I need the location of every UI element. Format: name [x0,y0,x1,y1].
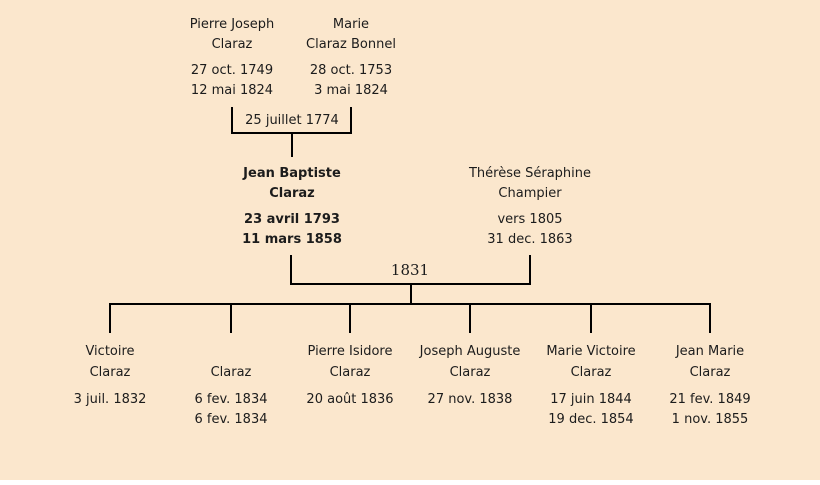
person-death-date [285,410,415,430]
marriage2-horizontal-line [290,283,531,285]
person-name-line1: Marie Victoire [546,344,636,359]
person-birth-date: 3 juil. 1832 [73,392,147,407]
person-name: Thérèse Séraphine Champier [440,164,620,204]
person-death-date: 31 dec. 1863 [487,232,573,247]
person-name: Marie Victoire Claraz [526,342,656,384]
person-child-4: Joseph Auguste Claraz 27 nov. 1838 [405,342,535,430]
person-name: Jean Marie Claraz [645,342,775,384]
marriage1-right-connector-line [350,107,352,134]
person-name-line1: Pierre Isidore [307,344,393,359]
person-dates: 17 juin 1844 19 dec. 1854 [526,390,656,430]
person-name-line2: Claraz [689,365,731,380]
person-dates: 23 avril 1793 11 mars 1858 [212,210,372,250]
child1-connector-line [109,303,111,333]
person-gen2-mother: Thérèse Séraphine Champier vers 1805 31 … [440,164,620,250]
person-death-date: 6 fev. 1834 [194,412,268,427]
person-dates: 28 oct. 1753 3 mai 1824 [271,61,431,101]
person-dates: 27 nov. 1838 [405,390,535,430]
marriage2-left-connector-line [290,255,292,285]
marriage1-left-connector-line [231,107,233,134]
person-death-date [405,410,535,430]
person-name: Pierre Joseph Claraz [152,15,312,55]
child2-connector-line [230,303,232,333]
person-birth-date: 27 oct. 1749 [190,63,274,78]
person-name-line2: Claraz [329,365,371,380]
person-name-line1: Jean Marie [675,344,745,359]
person-name-line2: Claraz Bonnel [306,37,396,52]
person-death-date: 3 mai 1824 [314,83,388,98]
person-name-line1: Joseph Auguste [419,344,521,359]
person-dates: 27 oct. 1749 12 mai 1824 [152,61,312,101]
person-name-line2: Claraz [211,37,253,52]
person-name-line2: Claraz [89,365,131,380]
person-child-6: Jean Marie Claraz 21 fev. 1849 1 nov. 18… [645,342,775,430]
person-name: Pierre Isidore Claraz [285,342,415,384]
person-name: Jean Baptiste Claraz [212,164,372,204]
marriage1-horizontal-line [231,132,352,134]
person-dates: 20 août 1836 [285,390,415,430]
marriage1-descent-line [291,134,293,157]
person-gen2-father: Jean Baptiste Claraz 23 avril 1793 11 ma… [212,164,372,250]
person-name-line1: Victoire [85,344,135,359]
person-dates: vers 1805 31 dec. 1863 [440,210,620,250]
person-dates: 21 fev. 1849 1 nov. 1855 [645,390,775,430]
person-death-date: 1 nov. 1855 [671,412,749,427]
child6-connector-line [709,303,711,333]
child3-connector-line [349,303,351,333]
person-death-date: 19 dec. 1854 [548,412,634,427]
person-name-line1: Marie [332,17,370,32]
person-child-5: Marie Victoire Claraz 17 juin 1844 19 de… [526,342,656,430]
person-name-line2: Champier [498,186,562,201]
marriage1-date-label: 25 juillet 1774 [245,113,339,128]
person-name: Joseph Auguste Claraz [405,342,535,384]
person-name: Claraz [166,342,296,384]
person-name-line2: Claraz [570,365,612,380]
person-birth-date: 20 août 1836 [306,392,394,407]
person-birth-date: vers 1805 [497,212,563,227]
person-child-1: Victoire Claraz 3 juil. 1832 [45,342,175,430]
person-name-line1 [166,342,296,363]
child4-connector-line [469,303,471,333]
person-birth-date: 21 fev. 1849 [669,392,751,407]
person-gen1-father: Pierre Joseph Claraz 27 oct. 1749 12 mai… [152,15,312,101]
person-name-line2: Claraz [210,365,252,380]
person-death-date: 11 mars 1858 [242,232,342,247]
person-name: Victoire Claraz [45,342,175,384]
person-name-line1: Pierre Joseph [189,17,275,32]
person-dates: 3 juil. 1832 [45,390,175,430]
person-dates: 6 fev. 1834 6 fev. 1834 [166,390,296,430]
person-birth-date: 17 juin 1844 [550,392,632,407]
person-name-line2: Claraz [269,186,315,201]
person-birth-date: 27 nov. 1838 [427,392,513,407]
person-death-date: 12 mai 1824 [190,83,274,98]
child5-connector-line [590,303,592,333]
person-name-line2: Claraz [449,365,491,380]
person-birth-date: 28 oct. 1753 [309,63,393,78]
marriage2-right-connector-line [529,255,531,285]
person-name: Marie Claraz Bonnel [271,15,431,55]
marriage2-date-label: 1831 [390,261,430,279]
person-gen1-mother: Marie Claraz Bonnel 28 oct. 1753 3 mai 1… [271,15,431,101]
person-child-3: Pierre Isidore Claraz 20 août 1836 [285,342,415,430]
person-birth-date: 6 fev. 1834 [194,392,268,407]
person-death-date [45,410,175,430]
bottom-white-strip [0,480,820,485]
person-birth-date: 23 avril 1793 [244,212,340,227]
children-sibling-bar [109,303,711,305]
person-child-2: Claraz 6 fev. 1834 6 fev. 1834 [166,342,296,430]
person-name-line1: Jean Baptiste [243,166,341,181]
marriage2-descent-line [410,285,412,305]
person-name-line1: Thérèse Séraphine [468,166,592,181]
